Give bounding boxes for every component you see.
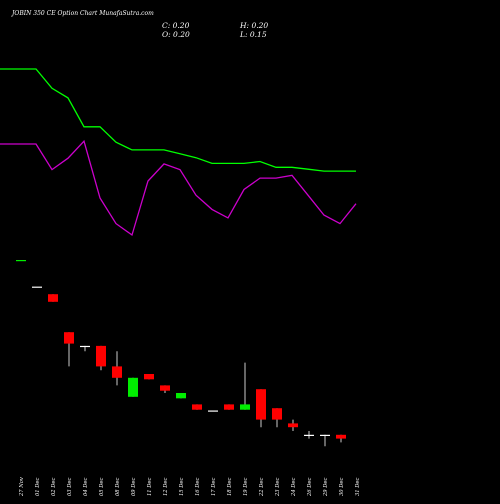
candle-body (80, 345, 90, 348)
x-tick-label: 08 Dec (115, 478, 121, 496)
candle-body (32, 286, 42, 288)
x-tick-label: 26 Dec (307, 478, 313, 497)
x-tick-label: 29 Dec (323, 478, 329, 497)
x-tick-label: 31 Dec (355, 478, 361, 496)
high-value: H: 0.20 (240, 21, 269, 30)
upper-indicator-line (0, 68, 356, 172)
candle-body (144, 374, 154, 380)
open-value: O: 0.20 (162, 30, 190, 39)
candle-body (224, 404, 234, 410)
x-tick-label: 30 Dec (339, 478, 345, 496)
chart-title: JOBIN 350 CE Option Chart MunafaSutra.co… (12, 10, 154, 17)
x-tick-label: 23 Dec (275, 478, 281, 497)
candle-body (48, 294, 58, 302)
x-tick-label: 16 Dec (195, 478, 201, 496)
x-tick-label: 04 Dec (83, 478, 89, 496)
x-tick-label: 11 Dec (147, 478, 153, 496)
x-tick-label: 22 Dec (259, 478, 265, 497)
x-tick-label: 12 Dec (163, 478, 169, 496)
candle-body (192, 404, 202, 410)
x-tick-label: 24 Dec (291, 478, 297, 497)
candle-body (208, 410, 218, 412)
x-tick-label: 03 Dec (67, 478, 73, 496)
x-tick-label: 09 Dec (131, 478, 137, 496)
candle-body (288, 423, 298, 428)
x-tick-label: 19 Dec (243, 478, 249, 496)
candle-body (272, 408, 282, 420)
candle-body (96, 345, 106, 367)
candle-body (128, 377, 138, 397)
candle-body (64, 332, 74, 344)
candle-body (336, 434, 346, 439)
lower-indicator-line (0, 139, 357, 237)
x-tick-label: 27 Nov (19, 477, 25, 497)
low-value: L: 0.15 (240, 30, 267, 39)
x-tick-label: 05 Dec (99, 478, 105, 496)
candle-body (256, 389, 266, 420)
x-tick-label: 15 Dec (179, 478, 185, 496)
x-tick-label: 17 Dec (211, 478, 217, 496)
close-value: C: 0.20 (162, 21, 190, 30)
x-tick-label: 02 Dec (51, 478, 57, 496)
candle-body (16, 260, 26, 262)
x-tick-label: 01 Dec (35, 478, 41, 496)
candle-body (320, 434, 330, 436)
candle-body (240, 404, 250, 410)
candle-body (112, 366, 122, 378)
candle-body (304, 434, 314, 436)
candle-body (160, 385, 170, 391)
x-tick-label: 18 Dec (227, 478, 233, 496)
candle-body (176, 393, 186, 399)
